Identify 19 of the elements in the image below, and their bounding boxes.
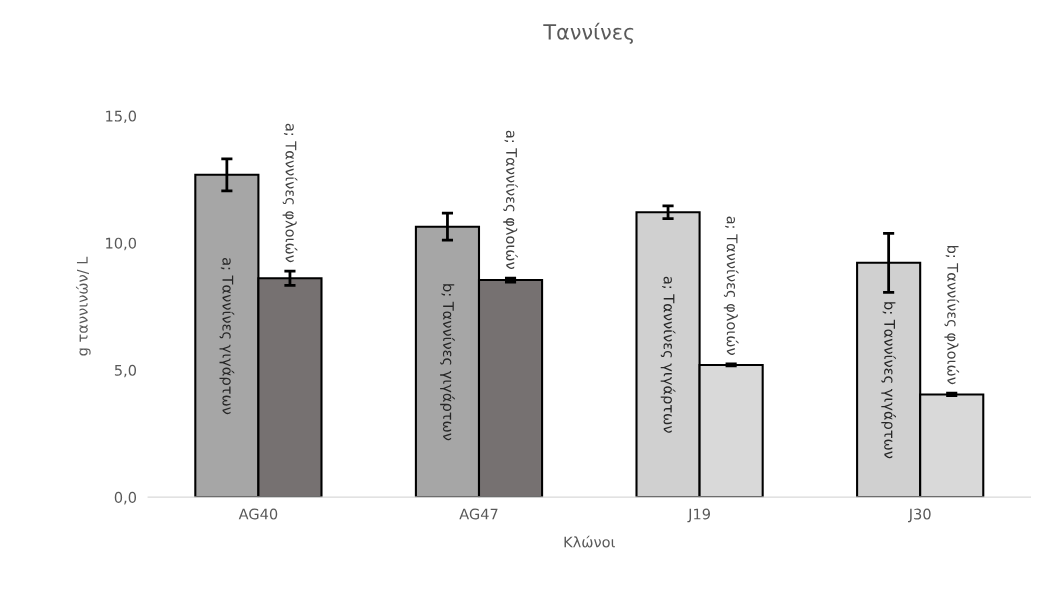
data-label: a; Ταννίνες γιγάρτων [219, 258, 235, 415]
data-label: a; Ταννίνες γιγάρτων [660, 276, 676, 433]
data-label: b; Ταννίνες φλοιών [944, 245, 960, 385]
y-tick-label: 0,0 [114, 491, 137, 505]
x-tick-label: AG47 [459, 508, 498, 520]
x-tick-label: AG40 [238, 508, 278, 520]
x-axis-title: Κλώνοι [564, 535, 615, 548]
chart-title: Ταννίνες [543, 22, 634, 44]
data-label: a; Ταννίνες φλοιών [723, 216, 739, 355]
data-label: b; Ταννίνες γιγάρτων [440, 284, 455, 441]
y-tick-label: 15,0 [106, 110, 137, 124]
y-tick-label: 10,0 [106, 237, 137, 251]
y-tick-label: 5,0 [114, 364, 137, 378]
data-label: a; Ταννίνες φλοιών [503, 130, 518, 270]
data-label: b; Ταννίνες γιγάρτων [881, 302, 897, 459]
x-tick-label: J19 [687, 508, 710, 523]
x-tick-label: J30 [908, 508, 931, 523]
data-label: a; Ταννίνες φλοιών [282, 123, 298, 263]
y-axis-title: g ταννινών/ L [75, 256, 91, 356]
